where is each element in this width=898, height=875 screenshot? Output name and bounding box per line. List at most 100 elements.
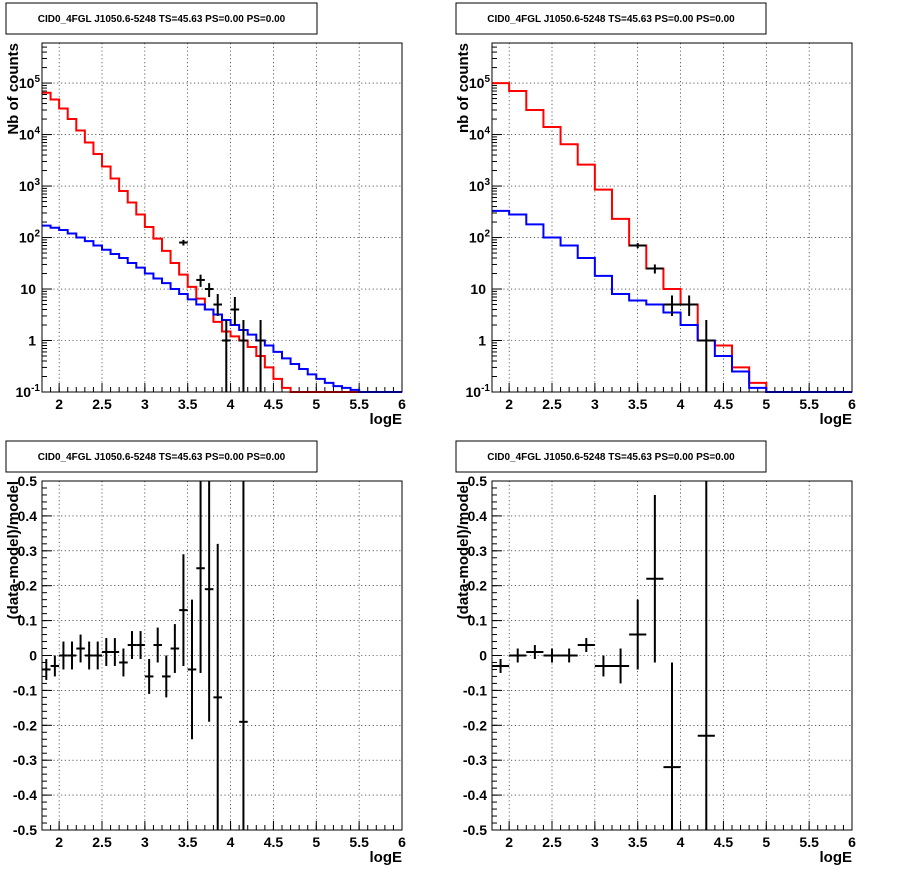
title-box: [455, 2, 767, 35]
y-axis-label: (data-model)/model: [455, 481, 472, 619]
chart-title: CID0_4FGL J1050.6-5248 TS=45.63 PS=0.00 …: [487, 14, 735, 25]
x-axis-label: logE: [820, 849, 853, 866]
y-tick-label: 0: [29, 648, 37, 664]
x-tick-label: 6: [398, 396, 406, 412]
y-tick-label: -0.3: [13, 752, 37, 768]
chart-title: CID0_4FGL J1050.6-5248 TS=45.63 PS=0.00 …: [38, 14, 286, 25]
y-axis-label: nb of counts: [455, 43, 472, 133]
x-tick-label: 2.5: [542, 396, 562, 412]
y-axis-label: Nb of counts: [5, 43, 22, 135]
x-tick-label: 5: [312, 396, 320, 412]
y-tick-label: 104: [19, 126, 41, 143]
y-tick-label: -0.2: [13, 717, 37, 733]
x-tick-label: 5.5: [799, 396, 819, 412]
x-tick-label: 4: [677, 834, 685, 850]
x-tick-label: 4.5: [714, 396, 734, 412]
y-tick-label: 0.2: [468, 578, 488, 594]
x-tick-label: 2: [505, 396, 513, 412]
y-tick-label: 0.3: [468, 543, 488, 559]
x-tick-label: 5.5: [349, 396, 369, 412]
y-tick-label: 10: [20, 281, 36, 297]
y-tick-label: -0.1: [13, 682, 37, 698]
x-axis-label: logE: [370, 411, 403, 428]
plot-frame: [491, 480, 853, 831]
y-tick-label: 0.3: [18, 543, 38, 559]
x-tick-label: 4.5: [264, 834, 284, 850]
y-tick-label: -0.4: [13, 787, 37, 803]
x-tick-label: 4: [227, 396, 235, 412]
y-tick-label: 1: [478, 333, 486, 349]
x-tick-label: 4.5: [264, 396, 284, 412]
y-tick-label: 0.4: [18, 508, 38, 524]
y-tick-label: -0.5: [13, 822, 37, 838]
residuals-panel-left: CID0_4FGL J1050.6-5248 TS=45.63 PS=0.00 …: [5, 440, 406, 866]
x-tick-label: 3: [141, 834, 149, 850]
x-tick-label: 3.5: [628, 834, 648, 850]
title-box: [5, 2, 318, 35]
x-axis-label: logE: [820, 411, 853, 428]
x-tick-label: 2.5: [542, 834, 562, 850]
y-tick-label: -0.3: [463, 752, 487, 768]
y-tick-label: 10-1: [16, 383, 41, 400]
y-axis-label: (data-model)/model: [5, 481, 22, 619]
residuals-panel-right: CID0_4FGL J1050.6-5248 TS=45.63 PS=0.00 …: [455, 440, 856, 866]
x-axis-label: logE: [370, 849, 403, 866]
histogram-series: [42, 224, 402, 393]
plot-frame: [41, 480, 403, 831]
counts-panel-left: CID0_4FGL J1050.6-5248 TS=45.63 PS=0.00 …: [5, 2, 406, 428]
x-tick-label: 6: [848, 396, 856, 412]
x-tick-label: 5: [312, 834, 320, 850]
x-tick-label: 6: [398, 834, 406, 850]
counts-panel-right: CID0_4FGL J1050.6-5248 TS=45.63 PS=0.00 …: [455, 2, 856, 428]
histogram-series: [42, 91, 402, 393]
chart-title: CID0_4FGL J1050.6-5248 TS=45.63 PS=0.00 …: [487, 452, 735, 463]
y-tick-label: 105: [19, 74, 41, 91]
title-box: [455, 440, 767, 473]
y-tick-label: -0.4: [463, 787, 487, 803]
y-tick-label: 10: [470, 281, 486, 297]
x-tick-label: 2: [55, 834, 63, 850]
chart-title: CID0_4FGL J1050.6-5248 TS=45.63 PS=0.00 …: [38, 452, 286, 463]
x-tick-label: 2.5: [92, 396, 112, 412]
x-tick-label: 3.5: [178, 396, 198, 412]
histogram-series: [492, 209, 852, 393]
y-tick-label: 103: [469, 177, 491, 194]
y-tick-label: 0.2: [18, 578, 38, 594]
x-tick-label: 4: [227, 834, 235, 850]
y-tick-label: 102: [469, 229, 491, 246]
x-tick-label: 3: [591, 396, 599, 412]
y-tick-label: 0.1: [468, 613, 488, 629]
y-tick-label: 105: [469, 74, 491, 91]
x-tick-label: 6: [848, 834, 856, 850]
y-tick-label: -0.1: [463, 682, 487, 698]
x-tick-label: 5.5: [799, 834, 819, 850]
x-tick-label: 3.5: [178, 834, 198, 850]
title-box: [5, 440, 318, 473]
x-tick-label: 2.5: [92, 834, 112, 850]
x-tick-label: 2: [55, 396, 63, 412]
y-tick-label: 0.1: [18, 613, 38, 629]
y-tick-label: -0.5: [463, 822, 487, 838]
x-tick-label: 3: [141, 396, 149, 412]
y-tick-label: 10-1: [466, 383, 491, 400]
y-tick-label: -0.2: [463, 717, 487, 733]
plot-frame: [41, 42, 403, 393]
x-tick-label: 5: [762, 396, 770, 412]
x-tick-label: 4: [677, 396, 685, 412]
y-tick-label: 102: [19, 229, 41, 246]
x-tick-label: 5: [762, 834, 770, 850]
y-tick-label: 104: [469, 126, 491, 143]
y-tick-label: 0.5: [18, 473, 38, 489]
y-tick-label: 0.4: [468, 508, 488, 524]
y-tick-label: 0.5: [468, 473, 488, 489]
x-tick-label: 3.5: [628, 396, 648, 412]
x-tick-label: 5.5: [349, 834, 369, 850]
x-tick-label: 3: [591, 834, 599, 850]
plot-frame: [491, 42, 853, 393]
y-tick-label: 1: [28, 333, 36, 349]
x-tick-label: 4.5: [714, 834, 734, 850]
y-tick-label: 0: [479, 648, 487, 664]
y-tick-label: 103: [19, 177, 41, 194]
x-tick-label: 2: [505, 834, 513, 850]
